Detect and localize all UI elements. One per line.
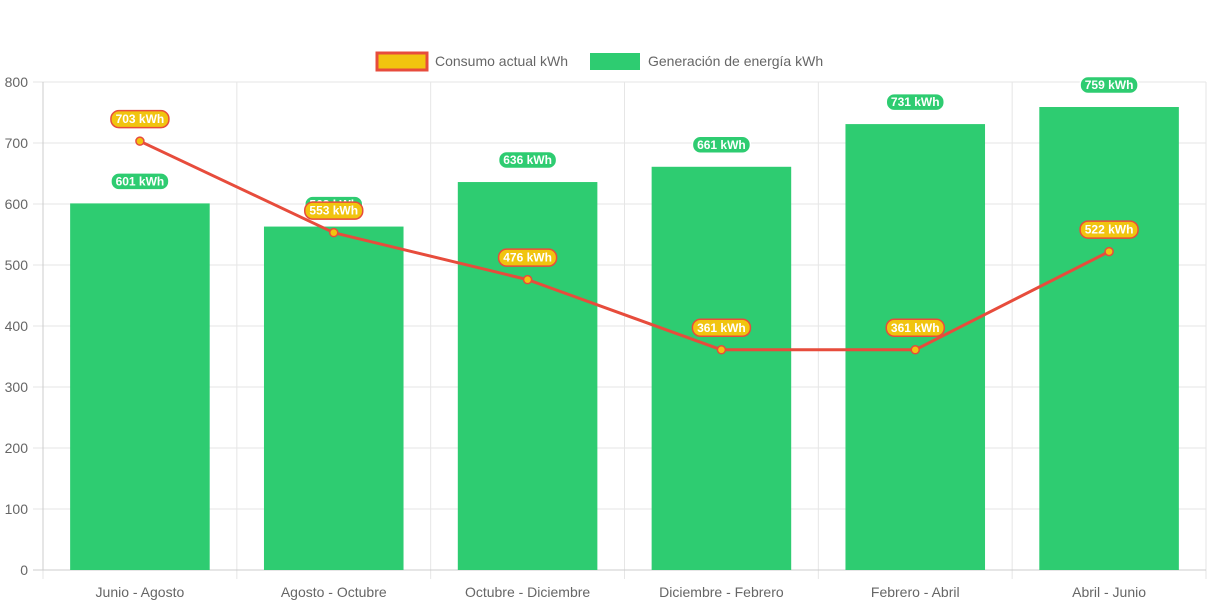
y-tick-label: 200: [5, 440, 29, 456]
x-axis: Junio - Agosto Agosto - Octubre Octubre - …: [96, 584, 1147, 600]
x-tick-label: Agosto - Octubre: [281, 584, 387, 600]
y-tick-label: 400: [5, 318, 29, 334]
bar-data-label-bg: [497, 150, 558, 170]
legend-item-consumo[interactable]: Consumo actual kWh: [375, 51, 568, 72]
line-data-label-bg: [497, 248, 558, 267]
line-data-label-bg: [110, 109, 170, 129]
y-tick-label: 0: [20, 562, 28, 578]
y-tick-label: 700: [5, 135, 29, 151]
line-point: [1104, 246, 1114, 257]
y-tick-label: 300: [5, 379, 29, 395]
bar-data-label: 661 kWh: [691, 135, 752, 155]
bar: [70, 203, 210, 570]
bar: [1039, 107, 1179, 570]
line-point: [135, 136, 145, 146]
line-data-label-bg: [885, 318, 945, 338]
line-data-label: 361 kWh: [691, 318, 752, 338]
bar: [263, 226, 404, 570]
bar-data-label: 759 kWh: [1079, 75, 1139, 95]
y-tick-label: 100: [5, 501, 29, 517]
line-data-label-text: 522 kWh: [1085, 223, 1134, 237]
x-tick-label: Abril - Junio: [1072, 584, 1146, 600]
line-point: [716, 345, 727, 355]
line-point: [522, 274, 533, 285]
x-tick-label: Febrero - Abril: [871, 584, 960, 600]
legend-label-generacion: Generación de energía kWh: [648, 53, 823, 69]
line-data-label: 553 kWh: [304, 201, 364, 220]
line-data-labels: 703 kWh 553 kWh 476 kWh 361 kWh 361 kWh 522 k…: [110, 109, 1139, 338]
consumo-line-path: [139, 139, 1110, 352]
line-point: [910, 345, 920, 355]
consumo-line: [135, 136, 1114, 355]
legend-item-generacion[interactable]: Generación de energía kWh: [590, 53, 823, 70]
bar-data-label-bg: [1079, 75, 1139, 95]
line-data-label-bg: [304, 201, 364, 220]
x-tick-label: Junio - Agosto: [96, 584, 185, 600]
legend-swatch-generacion: [590, 53, 640, 70]
bar-data-label-bg: [885, 92, 945, 112]
y-axis: 0 100 200 300 400 500 600 700 800: [5, 74, 29, 578]
line-data-label-bg: [1079, 220, 1139, 239]
bar-data-label-text: 661 kWh: [697, 138, 746, 152]
line-data-label: 361 kWh: [885, 318, 945, 338]
y-tick-label: 800: [5, 74, 29, 90]
y-tick-label: 500: [5, 257, 29, 273]
bar-data-label: 636 kWh: [497, 150, 558, 170]
bar-data-label-bg: [691, 135, 752, 155]
bar-data-label-text: 636 kWh: [503, 153, 552, 167]
legend[interactable]: Consumo actual kWh Generación de energía…: [375, 51, 823, 72]
line-data-label: 522 kWh: [1079, 220, 1139, 239]
legend-swatch-consumo: [375, 51, 429, 72]
line-data-label-bg: [691, 318, 752, 338]
bar: [457, 182, 598, 571]
bar-data-label: 731 kWh: [885, 92, 945, 112]
bar-data-label-text: 731 kWh: [891, 95, 940, 109]
line-data-label: 476 kWh: [497, 248, 558, 267]
line-data-label-text: 476 kWh: [503, 251, 552, 265]
grid: [33, 81, 1207, 579]
bar-data-label: 601 kWh: [110, 172, 170, 191]
line-data-label-text: 361 kWh: [891, 321, 940, 335]
bar-data-label-text: 759 kWh: [1085, 78, 1134, 92]
bar-data-label-bg: [110, 172, 170, 191]
y-tick-label: 600: [5, 196, 29, 212]
bars: [70, 107, 1179, 571]
line-data-label-text: 553 kWh: [309, 204, 358, 218]
line-data-label: 703 kWh: [110, 109, 170, 129]
x-tick-label: Diciembre - Febrero: [659, 584, 784, 600]
legend-label-consumo: Consumo actual kWh: [435, 53, 568, 69]
line-point: [329, 227, 339, 238]
x-tick-label: Octubre - Diciembre: [465, 584, 590, 600]
bar: [651, 166, 792, 571]
bar-data-label-text: 601 kWh: [116, 174, 165, 188]
line-data-label-text: 361 kWh: [697, 321, 746, 335]
line-data-label-text: 703 kWh: [116, 112, 165, 126]
